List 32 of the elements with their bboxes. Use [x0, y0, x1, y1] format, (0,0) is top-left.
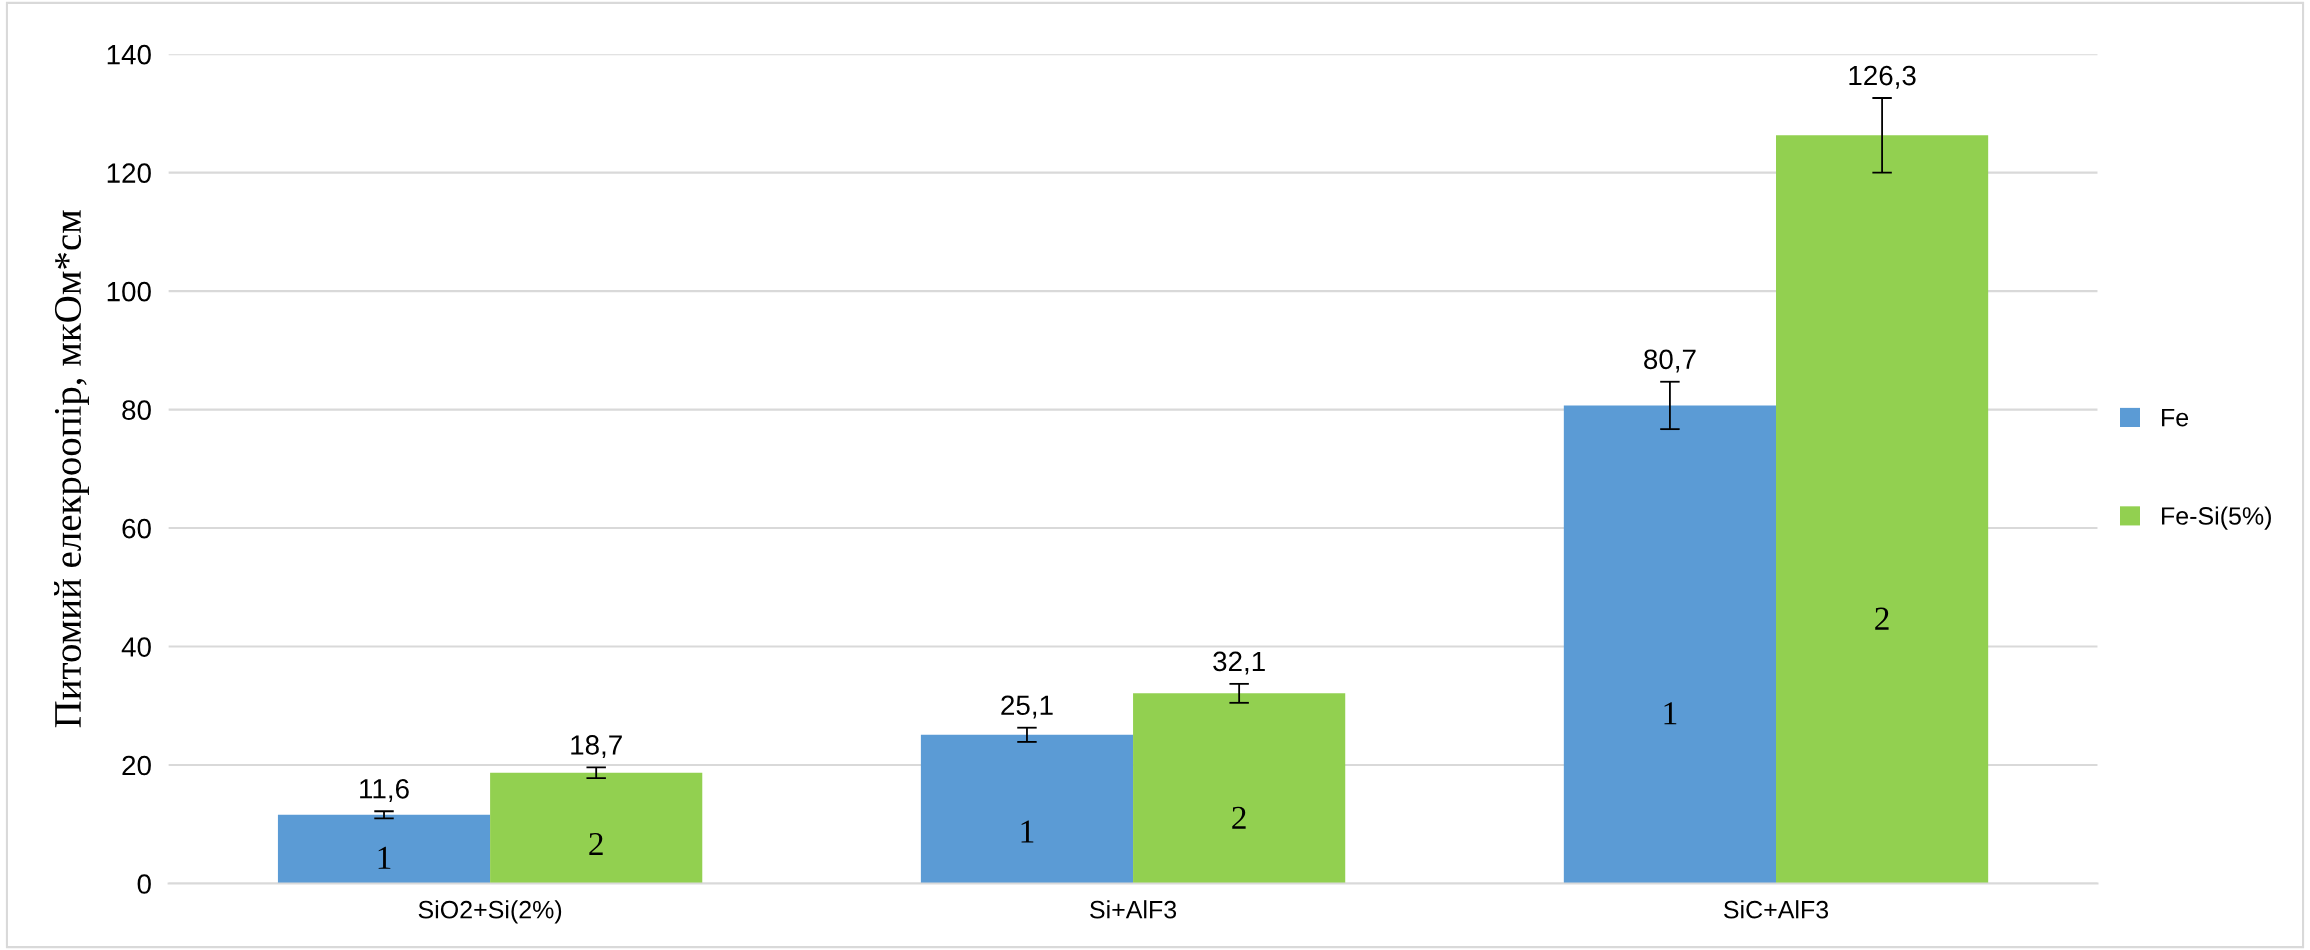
- y-tick-label: 0: [137, 874, 151, 894]
- bar: [277, 814, 491, 884]
- bar: [490, 772, 703, 884]
- y-tick-label: 100: [107, 281, 151, 302]
- annotation: 2: [1232, 806, 1246, 829]
- y-tick-label: 40: [121, 637, 151, 657]
- y-tick-label: 80: [122, 400, 151, 420]
- y-axis-title: Питомий елекроопір, мкОм*см: [54, 210, 89, 728]
- data-label: 32,1: [1213, 651, 1265, 675]
- legend-label: Fe: [2162, 408, 2189, 427]
- x-tick-label: SiO2+Si(2%): [418, 900, 562, 924]
- data-label: 18,7: [571, 735, 622, 759]
- data-label: 11,6: [360, 778, 409, 802]
- annotation: 2: [1875, 607, 1889, 630]
- y-tick-label: 20: [122, 755, 151, 776]
- annotation: 2: [589, 832, 603, 855]
- y-tick-label: 140: [107, 44, 151, 65]
- legend-label: Fe-Si(5%): [2162, 506, 2271, 530]
- annotation: 1: [378, 846, 391, 869]
- x-tick-label: SiC+AlF3: [1724, 900, 1829, 919]
- annotation: 1: [1021, 820, 1034, 843]
- y-tick-label: 60: [122, 518, 151, 539]
- y-tick-label: 120: [107, 163, 151, 183]
- data-label: 80,7: [1644, 349, 1696, 373]
- data-label: 126,3: [1849, 65, 1916, 89]
- bar: [1563, 405, 1777, 884]
- annotation: 1: [1664, 702, 1677, 725]
- x-tick-label: Si+AlF3: [1090, 900, 1177, 919]
- bar: [920, 734, 1134, 884]
- bar: [1776, 135, 1989, 884]
- bar: [1133, 693, 1346, 884]
- data-label: 25,1: [1001, 695, 1053, 719]
